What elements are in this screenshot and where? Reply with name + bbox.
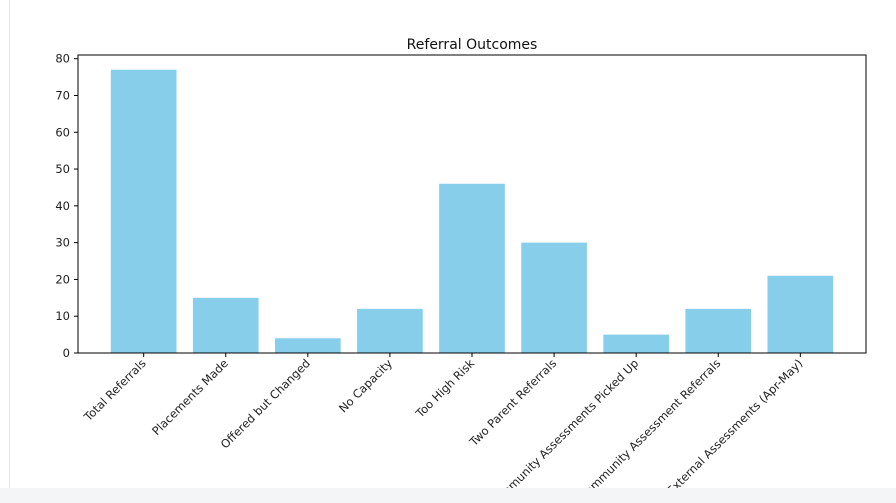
x-tick-label: External Assessments (Apr-May) [664, 356, 805, 488]
y-axis: 0 10 20 30 40 50 60 70 80 [55, 52, 78, 360]
y-tick-label: 70 [55, 88, 70, 102]
bar-1 [192, 297, 259, 353]
y-tick-label: 0 [63, 346, 70, 360]
y-tick-label: 10 [55, 309, 70, 323]
bar-0 [110, 69, 177, 353]
bar-3 [357, 308, 423, 353]
y-tick-label: 50 [55, 162, 70, 176]
bar-7 [685, 308, 752, 353]
y-tick-label: 30 [55, 236, 70, 250]
y-tick-label: 80 [55, 52, 70, 66]
bar-8 [767, 275, 834, 353]
bar-2 [275, 338, 341, 353]
bar-6 [603, 334, 669, 353]
y-tick-label: 60 [55, 125, 70, 139]
x-tick-label: Two Parent Referrals [466, 356, 559, 449]
x-tick-label: Offered but Changed [218, 356, 313, 451]
x-tick-label: Total Referrals [80, 356, 148, 424]
bar-chart: 0 10 20 30 40 50 60 70 80 Total Referrals Placeme… [55, 37, 867, 488]
left-divider [9, 0, 10, 488]
y-tick-label: 20 [55, 272, 70, 286]
plot-frame [77, 54, 867, 354]
chart-title: Referral Outcomes [407, 37, 538, 53]
bars-group [110, 69, 834, 353]
x-tick-label: Placements Made [149, 356, 231, 438]
bottom-band [0, 488, 896, 503]
y-tick-label: 40 [55, 199, 70, 213]
bar-5 [521, 242, 587, 353]
bar-4 [439, 183, 505, 353]
x-tick-label: Too High Risk [412, 356, 477, 421]
x-tick-label: No Capacity [336, 356, 395, 415]
